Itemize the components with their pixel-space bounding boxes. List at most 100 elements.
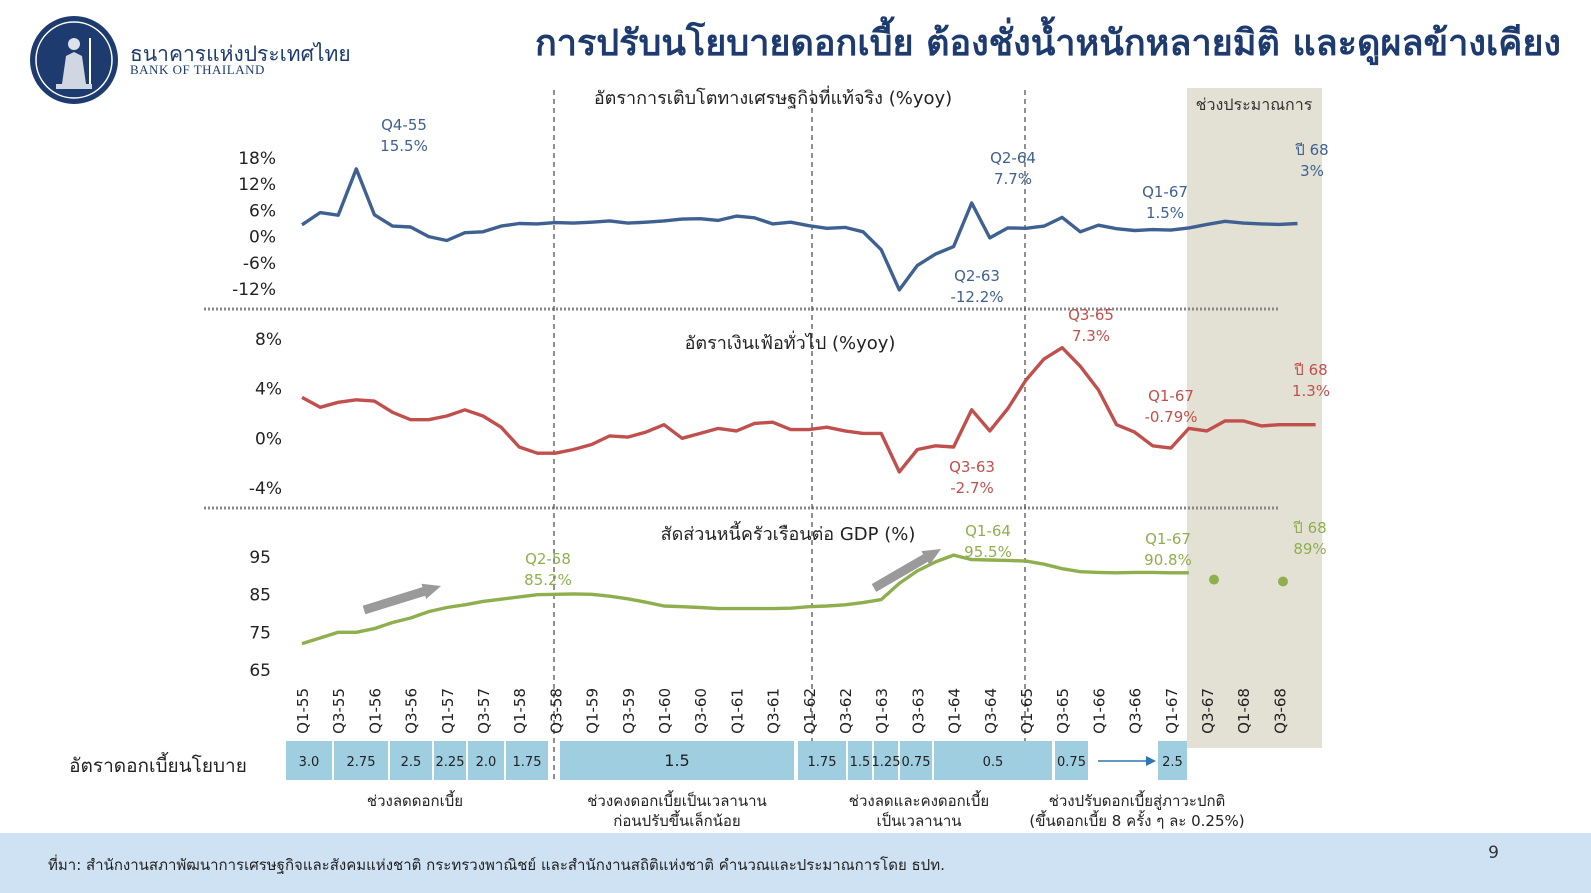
policy-rate-box — [390, 741, 432, 780]
economic-chart: ช่วงประมาณการ อัตราการเติบโตทางเศรษฐกิจที… — [69, 85, 1330, 830]
x-tick-label: Q3-65 — [1054, 688, 1072, 734]
phase-label: ช่วงลดดอกเบี้ย — [367, 790, 463, 810]
x-tick-label: Q1-55 — [294, 688, 312, 734]
x-tick-label: Q1-58 — [511, 688, 529, 734]
policy-rate-box — [848, 741, 872, 780]
policy-rate-value: 2.0 — [476, 755, 497, 770]
annotation-label-debt: Q1-67 — [1145, 530, 1191, 548]
policy-rate-box — [900, 741, 932, 780]
annotation-value-debt: 85.2% — [524, 571, 572, 589]
policy-rate-value: 2.75 — [347, 755, 376, 770]
x-tick-label: Q1-63 — [873, 688, 891, 734]
y-tick-gdp: 0% — [249, 228, 276, 248]
policy-rate-box — [1158, 741, 1187, 780]
annotation-value-debt: 95.5% — [964, 543, 1012, 561]
policy-rate-box — [434, 741, 466, 780]
x-tick-label: Q1-59 — [584, 688, 602, 734]
x-tick-label: Q1-61 — [728, 688, 746, 734]
y-tick-gdp: 6% — [249, 201, 276, 221]
x-tick-label: Q1-66 — [1090, 688, 1108, 734]
phase-label: ช่วงคงดอกเบี้ยเป็นเวลานาน — [587, 790, 767, 810]
policy-rate-box — [506, 741, 548, 780]
x-tick-label: Q3-68 — [1271, 688, 1289, 734]
annotation-label-debt: Q2-58 — [525, 550, 571, 568]
policy-rate-value: 0.75 — [1057, 755, 1086, 770]
annotation-value-gdp: 1.5% — [1146, 204, 1184, 222]
forecast-dot — [1209, 574, 1219, 585]
x-tick-label: Q3-56 — [403, 688, 421, 734]
logo-english-name: BANK OF THAILAND — [130, 62, 265, 77]
series-line-inflation — [301, 346, 1316, 474]
logo-thai-name: ธนาคารแห่งประเทศไทย — [130, 42, 351, 66]
policy-rate-value: 1.75 — [808, 755, 837, 770]
annotation-value-gdp: 15.5% — [380, 137, 428, 155]
policy-rate-value: 0.5 — [983, 755, 1004, 770]
y-tick-gdp: 18% — [238, 149, 276, 169]
x-tick-label: Q1-67 — [1163, 688, 1181, 734]
panel-title-gdp: อัตราการเติบโตทางเศรษฐกิจที่แท้จริง (%yo… — [594, 85, 952, 109]
annotation-value-debt: 90.8% — [1144, 551, 1192, 569]
phase-label: ช่วงปรับดอกเบี้ยสู่ภาวะปกติ — [1049, 790, 1226, 810]
policy-rate-value: 2.5 — [401, 755, 422, 770]
annotation-value-gdp: -12.2% — [950, 288, 1003, 306]
annotation-label-gdp: ปี 68 — [1294, 141, 1328, 159]
annotation-value-inflation: -0.79% — [1144, 408, 1197, 426]
forecast-dot — [1278, 576, 1288, 587]
x-tick-label: Q3-66 — [1127, 688, 1145, 734]
footer-bar: ที่มา: สำนักงานสภาพัฒนาการเศรษฐกิจและสัง… — [0, 833, 1591, 893]
y-tick-debt: 95 — [249, 548, 271, 568]
series-line-gdp — [301, 167, 1298, 292]
policy-rate-value: 1.75 — [513, 755, 542, 770]
annotation-value-inflation: 1.3% — [1292, 382, 1330, 400]
annotation-label-gdp: Q1-67 — [1142, 183, 1188, 201]
x-tick-label: Q1-62 — [801, 688, 819, 734]
x-tick-label: Q1-57 — [439, 688, 457, 734]
annotation-value-inflation: 7.3% — [1072, 327, 1110, 345]
policy-rate-value: 0.75 — [902, 755, 931, 770]
x-tick-label: Q3-61 — [765, 688, 783, 734]
policy-rate-value: 1.5 — [850, 755, 871, 770]
x-tick-label: Q1-56 — [366, 688, 384, 734]
x-tick-label: Q3-67 — [1199, 688, 1217, 734]
rate-arrow-head — [1146, 756, 1156, 766]
forecast-region — [1186, 88, 1322, 748]
y-tick-inflation: 0% — [255, 429, 282, 449]
policy-rate-box — [798, 741, 846, 780]
source-note: ที่มา: สำนักงานสภาพัฒนาการเศรษฐกิจและสัง… — [48, 856, 945, 874]
annotation-value-gdp: 7.7% — [994, 170, 1032, 188]
y-tick-gdp: -6% — [243, 254, 276, 274]
y-tick-inflation: -4% — [249, 479, 282, 499]
x-tick-label: Q3-60 — [692, 688, 710, 734]
policy-rate-box — [560, 741, 794, 780]
x-tick-label: Q1-68 — [1235, 688, 1253, 734]
annotation-label-inflation: Q3-65 — [1068, 306, 1114, 324]
annotation-label-inflation: Q3-63 — [949, 458, 995, 476]
panel-title-inflation: อัตราเงินเฟ้อทั่วไป (%yoy) — [685, 330, 896, 354]
page-number: 9 — [1488, 843, 1499, 863]
annotation-value-inflation: -2.7% — [950, 479, 994, 497]
policy-rate-value: 2.25 — [436, 755, 465, 770]
x-tick-label: Q1-64 — [946, 688, 964, 734]
annotation-label-debt: Q1-64 — [965, 522, 1011, 540]
x-tick-label: Q3-63 — [909, 688, 927, 734]
series-line-debt — [301, 553, 1189, 646]
x-tick-label: Q3-62 — [837, 688, 855, 734]
trend-arrow — [362, 583, 441, 615]
policy-rate-box — [286, 741, 332, 780]
y-tick-debt: 65 — [249, 661, 271, 681]
x-tick-label: Q3-64 — [982, 688, 1000, 734]
policy-rate-box — [1055, 741, 1088, 780]
x-tick-label: Q3-58 — [547, 688, 565, 734]
y-tick-gdp: 12% — [238, 175, 276, 195]
policy-rate-value: 2.5 — [1162, 755, 1183, 770]
policy-rate-value: 1.25 — [872, 755, 901, 770]
page-title: การปรับนโยบายดอกเบี้ย ต้องชั่งน้ำหนักหลา… — [534, 23, 1561, 64]
annotation-label-inflation: Q1-67 — [1148, 387, 1194, 405]
phase-label-line2: ก่อนปรับขึ้นเล็กน้อย — [613, 810, 740, 830]
bot-logo — [28, 14, 120, 110]
trend-arrow — [871, 549, 941, 592]
x-tick-label: Q1-65 — [1018, 688, 1036, 734]
y-tick-inflation: 8% — [255, 330, 282, 350]
phase-label-line2: เป็นเวลานาน — [877, 811, 962, 830]
policy-rate-box — [874, 741, 898, 780]
